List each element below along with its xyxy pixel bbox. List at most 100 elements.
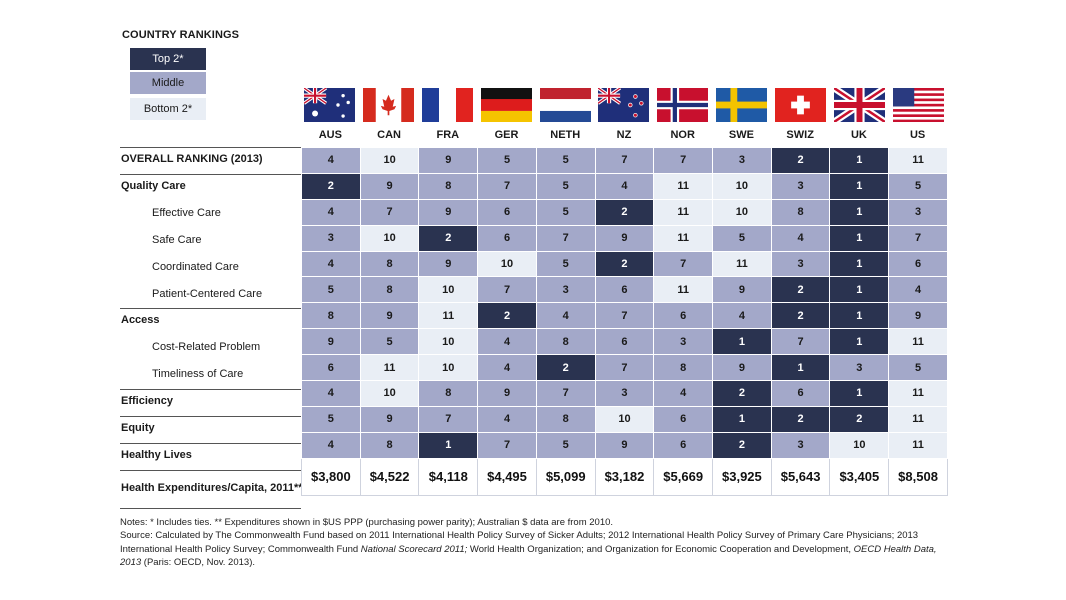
rank-cell: 3 <box>712 147 772 174</box>
rank-cell: 11 <box>888 405 948 433</box>
rank-cell: 9 <box>712 276 772 304</box>
rank-cell: 2 <box>770 276 831 304</box>
rank-cell: 1 <box>829 302 890 330</box>
rank-cell: 7 <box>418 405 479 433</box>
rank-cell: 6 <box>477 198 537 226</box>
rank-cell: 3 <box>594 380 655 407</box>
row-divider <box>120 507 301 509</box>
france-flag-icon <box>422 88 473 122</box>
rank-cell: 1 <box>712 328 772 356</box>
rank-cell: 7 <box>477 431 537 459</box>
rank-cell: 4 <box>301 198 361 226</box>
rank-cell: 1 <box>712 405 772 433</box>
rank-cell: 7 <box>653 147 714 174</box>
rank-cell: 7 <box>535 224 596 252</box>
sweden-flag-icon <box>716 88 767 122</box>
expenditure-cell: $4,495 <box>477 457 537 496</box>
rank-cell: 8 <box>359 431 420 459</box>
source-line: Source: Calculated by The Commonwealth F… <box>120 529 960 569</box>
rank-cell: 8 <box>535 328 596 356</box>
australia-flag-icon <box>304 88 355 122</box>
rank-cell: 11 <box>359 354 420 382</box>
row-label: Patient-Centered Care <box>152 287 263 300</box>
rank-cell: 5 <box>535 198 596 226</box>
rank-cell: 7 <box>888 224 948 252</box>
rank-cell: 6 <box>594 328 655 356</box>
rank-cell: 2 <box>477 302 537 330</box>
rank-cell: 6 <box>594 276 655 304</box>
rank-cell: 8 <box>359 250 420 278</box>
row-label: Efficiency <box>121 395 173 408</box>
rank-cell: 11 <box>888 431 948 459</box>
table-row: 3 10 2 6 7 9 11 5 4 1 7 <box>301 224 948 252</box>
rank-cell: 7 <box>535 380 596 407</box>
row-divider <box>120 147 301 148</box>
rank-cell: 10 <box>359 147 420 174</box>
source-text-italic: National Scorecard 2011; <box>360 543 468 555</box>
rank-cell: 6 <box>770 380 831 407</box>
rank-cell: 9 <box>301 328 361 356</box>
country-label-fra: FRA <box>436 129 460 141</box>
canada-flag-icon <box>363 88 414 122</box>
source-text: World Health Organization; and Organizat… <box>467 543 854 555</box>
country-label-swe: SWE <box>728 129 754 141</box>
rank-cell: 4 <box>301 250 361 278</box>
expenditure-cell: $5,669 <box>653 457 714 496</box>
rank-cell: 5 <box>535 250 596 278</box>
row-label: Equity <box>121 422 155 434</box>
rank-cell: 8 <box>535 405 596 433</box>
rank-cell: 5 <box>301 276 361 304</box>
rank-cell: 5 <box>535 431 596 459</box>
rank-cell: 10 <box>359 380 420 407</box>
rank-cell: 3 <box>829 354 890 382</box>
rank-cell: 9 <box>359 172 420 200</box>
expenditure-cell: $4,118 <box>418 457 479 496</box>
rank-cell: 11 <box>888 328 948 356</box>
rank-cell: 1 <box>418 431 479 459</box>
rank-cell: 10 <box>477 250 537 278</box>
row-label: Cost-Related Problem <box>152 341 261 354</box>
rank-cell: 1 <box>829 380 890 407</box>
legend-middle: Middle <box>130 72 206 94</box>
rank-cell: 2 <box>712 431 772 459</box>
expenditure-cell: $3,925 <box>712 457 772 496</box>
rank-cell: 11 <box>888 147 948 174</box>
rank-cell: 6 <box>653 405 714 433</box>
table-row: 2 9 8 7 5 4 11 10 3 1 5 <box>301 172 948 200</box>
notes: Notes: * Includes ties. ** Expenditures … <box>120 516 960 570</box>
rank-cell: 4 <box>477 405 537 433</box>
row-label: Access <box>121 314 160 327</box>
switzerland-flag-icon <box>775 88 826 122</box>
rank-cell: 9 <box>359 405 420 433</box>
rank-cell: 2 <box>712 380 772 407</box>
country-label-nz: NZ <box>616 129 632 141</box>
uk-flag-icon <box>834 88 885 122</box>
rank-cell: 2 <box>418 224 479 252</box>
rank-cell: 7 <box>653 250 714 278</box>
rank-cell: 2 <box>301 172 361 200</box>
expenditure-cell: $3,182 <box>594 457 655 496</box>
rank-cell: 9 <box>594 431 655 459</box>
country-label-aus: AUS <box>318 129 342 141</box>
row-label: Safe Care <box>152 233 202 246</box>
rank-cell: 4 <box>301 431 361 459</box>
rankings-table: 4 10 9 5 5 7 7 3 2 1 11 2 9 8 7 5 4 11 10 3 1 5 4 7 9 6 5 2 11 10 8 1 3 3… <box>301 147 948 496</box>
row-divider <box>120 308 301 310</box>
rank-cell: 4 <box>477 328 537 356</box>
expenditure-cell: $4,522 <box>359 457 420 496</box>
expenditure-cell: $5,099 <box>535 457 596 496</box>
rank-cell: 7 <box>477 172 537 200</box>
rank-cell: 9 <box>359 302 420 330</box>
rank-cell: 8 <box>418 172 479 200</box>
rank-cell: 11 <box>888 380 948 407</box>
rank-cell: 7 <box>594 147 655 174</box>
row-label: Healthy Lives <box>121 448 192 461</box>
rank-cell: 11 <box>653 224 714 252</box>
expenditure-label: Health Expenditures/Capita, 2011** <box>121 481 303 494</box>
rank-cell: 4 <box>301 380 361 407</box>
new-zealand-flag-icon <box>598 88 649 122</box>
rank-cell: 7 <box>770 328 831 356</box>
table-row: 4 7 9 6 5 2 11 10 8 1 3 <box>301 198 948 226</box>
rank-cell: 2 <box>594 198 655 226</box>
rank-cell: 9 <box>477 380 537 407</box>
